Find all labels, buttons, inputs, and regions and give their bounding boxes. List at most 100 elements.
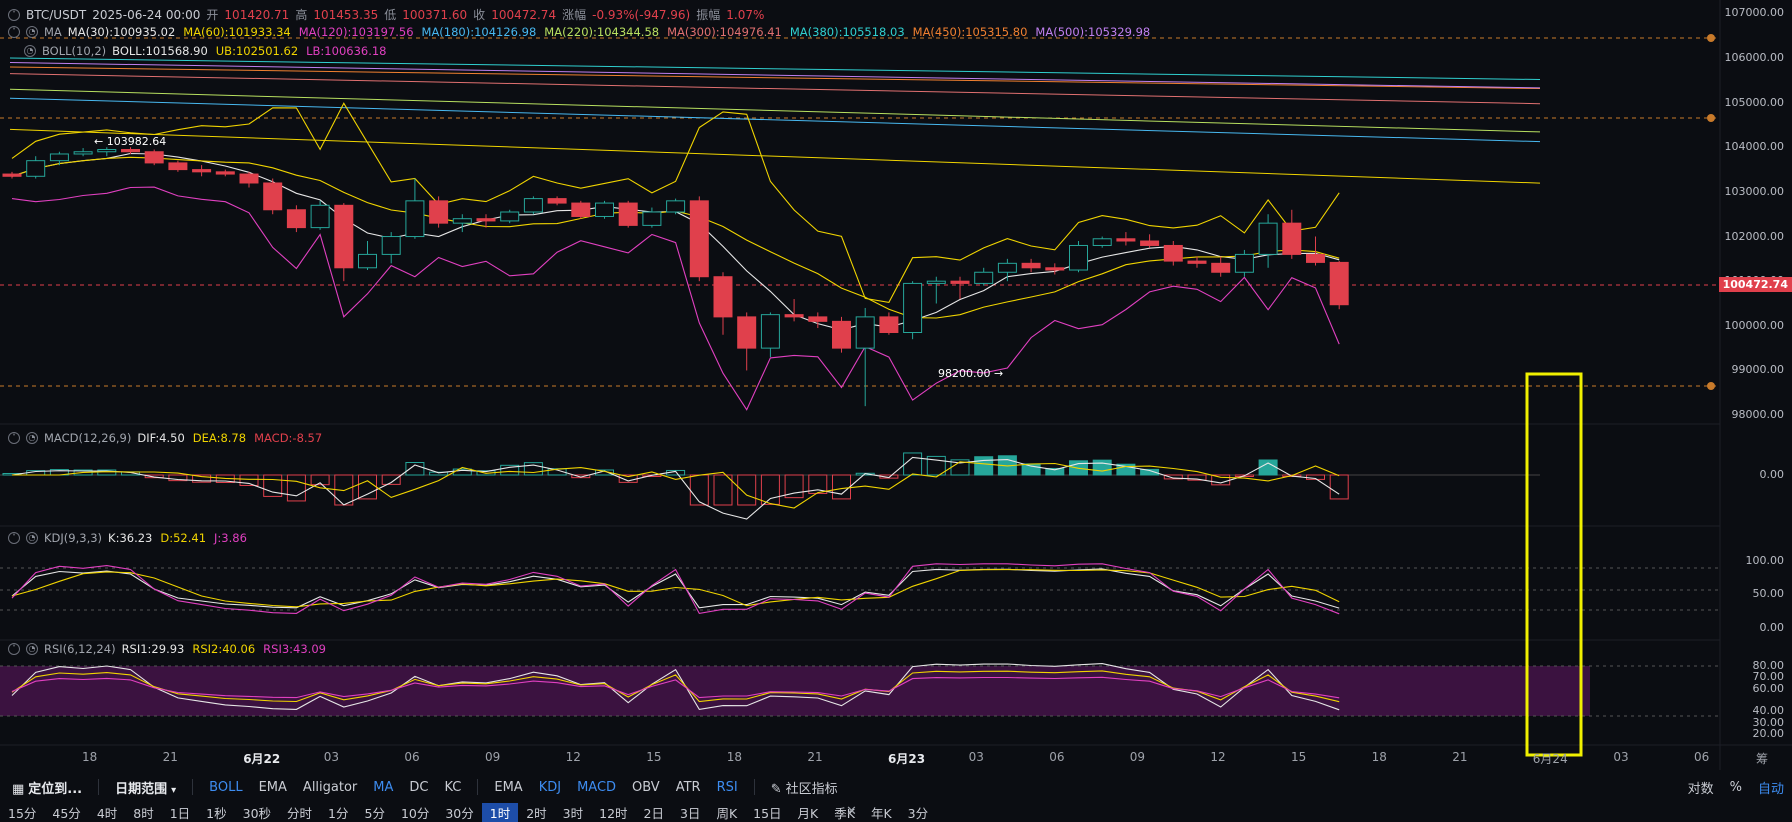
locate-button[interactable]: ▦ 定位到... [12,781,83,797]
change-value: -0.93%(-947.96) [592,7,691,22]
indicator-kdj-toggle[interactable]: KDJ [538,779,562,795]
candle-body [381,236,401,255]
timeframe-14[interactable]: 3时 [562,805,584,821]
indicator-atr-toggle[interactable]: ATR [675,779,701,795]
macd-bar [500,464,520,476]
collapse-icon[interactable]: ˅ [8,8,20,21]
candle-body [1021,262,1041,269]
timeframe-1[interactable]: 45分 [52,805,81,821]
rsi-axis-tick: 40.00 [1752,704,1785,717]
boll-legend-item: UB:102501.62 [215,44,299,58]
candle-body [500,211,520,222]
indicator-kc-toggle[interactable]: KC [444,779,462,795]
indicator-ema-toggle[interactable]: EMA [494,779,523,795]
low-value: 100371.60 [402,7,468,22]
timeframe-6[interactable]: 30秒 [242,805,272,821]
candle-body [121,149,140,153]
time-axis-tick: 18 [1371,750,1387,764]
level-dot[interactable] [1707,382,1715,390]
rsi-legend-name: RSI(6,12,24) [44,642,116,656]
timeframe-5[interactable]: 1秒 [206,805,227,821]
candle-body [26,160,46,177]
timeframe-2[interactable]: 4时 [96,805,118,821]
time-axis[interactable]: 18 21 6月22 03 06 09 12 15 18 21 6月23 03 06 09 12 15 18 21… [0,748,1720,766]
macd-bar [808,474,828,494]
bell-icon[interactable]: ◔ [26,432,38,444]
timeframe-23[interactable]: 3分 [907,805,929,821]
bell-icon[interactable]: ◔ [24,45,36,57]
indicator-boll-toggle[interactable]: BOLL [209,779,243,795]
timeframe-17[interactable]: 3日 [679,805,701,821]
timeframe-13[interactable]: 2时 [526,805,547,821]
ma-legend-item: MA(30):100935.02 [67,25,176,39]
timeframe-10[interactable]: 10分 [400,805,430,821]
indicator-ema-toggle[interactable]: EMA [258,779,287,795]
ma-legend-item: MA(60):101933.34 [183,25,291,39]
timeframe-15[interactable]: 12时 [599,805,628,821]
collapse-icon[interactable]: ˅ [8,26,20,38]
collapse-icon[interactable]: ˅ [8,643,20,655]
kdj-legend: ˅ ◔ KDJ(9,3,3) K:36.23 D:52.41 J:3.86 [8,531,247,545]
macd-bar [974,456,994,476]
timeframe-18[interactable]: 周K [716,805,738,821]
date-range-button[interactable]: 日期范围 ▾ [115,781,177,797]
timeframe-9[interactable]: 5分 [364,805,385,821]
indicator-alligator-toggle[interactable]: Alligator [302,779,358,795]
candle-body [760,314,780,349]
time-axis-tick: 15 [646,750,662,764]
indicator-dc-toggle[interactable]: DC [409,779,429,795]
indicator-macd-toggle[interactable]: MACD [577,779,617,795]
candle-body [1187,260,1207,264]
timeframe-0[interactable]: 15分 [8,805,37,821]
chip-distribution-label[interactable]: 筹 [1756,752,1769,766]
macd-legend-item: DEA:8.78 [192,431,247,445]
ma-legend-items: MA(30):100935.02 MA(60):101933.34 MA(120):… [68,25,1150,39]
rsi-axis-tick: 60.00 [1752,682,1785,695]
rsi-legend-item: RSI1:29.93 [121,642,185,656]
candle-body [73,151,93,155]
auto-scale-toggle[interactable]: 自动 [1757,781,1784,797]
timeframe-12[interactable]: 1时 [481,802,519,822]
collapse-icon[interactable]: ˅ [8,432,20,444]
highlight-rectangle[interactable] [1525,372,1583,757]
time-axis-tick: 15 [1291,750,1307,764]
boll-lower-line [11,186,1340,411]
timeframe-4[interactable]: 1日 [169,805,191,821]
timeframe-20[interactable]: 月K [797,805,819,821]
close-icon[interactable]: ✕ [846,804,857,819]
indicator-rsi-toggle[interactable]: RSI [716,779,738,795]
bell-icon[interactable]: ◔ [26,532,38,544]
candle-body [974,271,994,284]
collapse-icon[interactable]: ˅ [8,532,20,544]
time-axis-tick: 6月22 [243,752,281,766]
level-dot[interactable] [1707,114,1715,122]
indicator-obv-toggle[interactable]: OBV [632,779,660,795]
time-axis-tick: 6月23 [888,752,926,766]
macd-bar [263,474,283,497]
percent-scale-toggle[interactable]: % [1729,779,1742,795]
candle-body [358,253,377,269]
level-dot[interactable] [1707,34,1715,42]
community-indicators-button[interactable]: ✎ 社区指标 [770,781,838,797]
boll-legend-item: BOLL:101568.90 [112,44,208,58]
timeframe-11[interactable]: 30分 [445,805,474,821]
price-axis[interactable]: 107000.00 106000.00 105000.00 104000.00 1030… [1720,0,1792,424]
candle-body [547,198,567,204]
time-axis-tick: 12 [565,750,581,764]
kdj-j-line [11,563,1340,615]
chart-canvas[interactable] [0,0,1792,770]
sub-indicator-list: EMA KDJ MACD OBV ATR RSI [486,780,745,795]
timeframe-19[interactable]: 15日 [753,805,782,821]
timeframe-3[interactable]: 8时 [133,805,154,821]
timeframe-8[interactable]: 1分 [328,805,349,821]
macd-bar [1258,459,1278,476]
bell-icon[interactable]: ◔ [26,643,38,655]
indicator-ma-toggle[interactable]: MA [373,779,394,795]
timeframe-21[interactable]: 季K [834,805,855,821]
timeframe-7[interactable]: 分时 [287,805,313,821]
ma-legend-item: MA(220):104344.58 [544,25,660,39]
log-scale-toggle[interactable]: 对数 [1687,781,1714,797]
timeframe-22[interactable]: 年K [870,805,892,821]
timeframe-16[interactable]: 2日 [643,805,664,821]
candle-body [903,282,923,334]
